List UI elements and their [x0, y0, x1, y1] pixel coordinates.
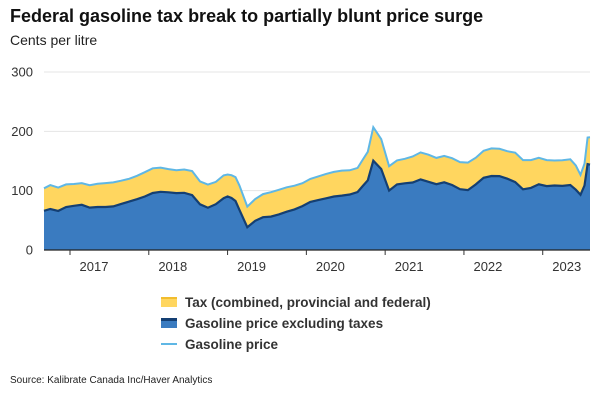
y-tick-labels: 0 100 200 300	[11, 65, 33, 258]
x-tick-label: 2022	[473, 259, 502, 274]
y-tick-label: 200	[11, 124, 33, 139]
price-swatch	[161, 343, 177, 345]
legend-item-excl: Gasoline price excluding taxes	[161, 313, 431, 333]
area-chart: 0 100 200 300 2017 2018 2019 2020 2021 2022 2023	[11, 65, 591, 274]
y-tick-label: 100	[11, 183, 33, 198]
gasoline-price-line	[43, 124, 591, 209]
legend-item-tax: Tax (combined, provincial and federal)	[161, 292, 431, 312]
y-tick-label: 0	[26, 243, 33, 258]
legend-label-excl: Gasoline price excluding taxes	[185, 315, 384, 331]
excl-swatch	[161, 318, 177, 328]
source-note: Source: Kalibrate Canada Inc/Haver Analy…	[10, 375, 213, 386]
x-tick-label: 2018	[158, 259, 187, 274]
tax-swatch	[161, 297, 177, 307]
legend-label-tax: Tax (combined, provincial and federal)	[185, 294, 431, 310]
y-tick-label: 300	[11, 65, 33, 80]
legend-item-price: Gasoline price	[161, 334, 431, 354]
chart-subtitle: Cents per litre	[10, 32, 98, 48]
x-tick-label: 2019	[237, 259, 266, 274]
x-tick-label: 2023	[552, 259, 581, 274]
legend-label-price: Gasoline price	[185, 336, 279, 352]
x-tick-label: 2020	[316, 259, 345, 274]
legend: Tax (combined, provincial and federal) G…	[161, 292, 431, 355]
x-tick-label: 2017	[80, 259, 109, 274]
excl-taxes-line	[43, 158, 591, 229]
chart-title: Federal gasoline tax break to partially …	[10, 6, 484, 26]
x-tick-label: 2021	[395, 259, 424, 274]
excl-taxes-area	[44, 160, 590, 250]
x-tick-labels: 2017 2018 2019 2020 2021 2022 2023	[69, 250, 581, 274]
